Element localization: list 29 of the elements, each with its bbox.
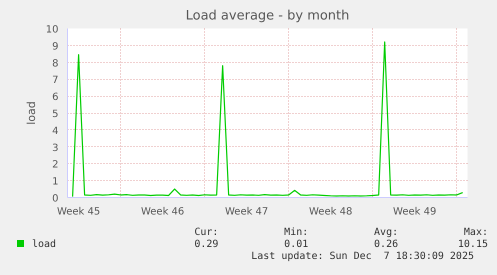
y-tick-label: 10 bbox=[46, 24, 59, 36]
text: 0.01 bbox=[283, 239, 308, 251]
x-tick-label: Week 47 bbox=[224, 206, 268, 218]
y-tick-label: 3 bbox=[52, 142, 59, 154]
chart-title: Load average - by month bbox=[186, 8, 350, 24]
x-tick-label: Week 46 bbox=[140, 206, 184, 218]
text: 10.15 bbox=[456, 239, 488, 251]
text: 0.26 bbox=[373, 239, 398, 251]
y-tick-label: 8 bbox=[52, 58, 59, 70]
y-tick-label: 7 bbox=[52, 75, 59, 86]
y-tick-label: 0 bbox=[52, 194, 59, 204]
x-tick-label: Week 49 bbox=[393, 206, 436, 218]
y-tick-label: 6 bbox=[52, 92, 59, 104]
line-series bbox=[72, 41, 464, 198]
y-tick-label: 9 bbox=[52, 41, 59, 52]
x-tick-label: Week 48 bbox=[309, 206, 352, 218]
text: Cur: bbox=[193, 227, 218, 239]
text: Avg: bbox=[373, 227, 398, 239]
y-tick-label: 2 bbox=[52, 160, 59, 171]
y-tick-label: 4 bbox=[52, 126, 59, 137]
text: Max: bbox=[462, 227, 488, 239]
y-axis-title: load bbox=[24, 101, 38, 125]
x-tick-label: Week 45 bbox=[56, 206, 100, 218]
y-tick-label: 1 bbox=[52, 176, 59, 188]
text: Last update: Sun Dec 7 18:30:09 2025 bbox=[250, 251, 475, 263]
legend-label: load bbox=[31, 239, 58, 251]
y-tick-label: 5 bbox=[52, 109, 59, 120]
text: Min: bbox=[283, 227, 308, 239]
text: 0.29 bbox=[193, 239, 218, 251]
